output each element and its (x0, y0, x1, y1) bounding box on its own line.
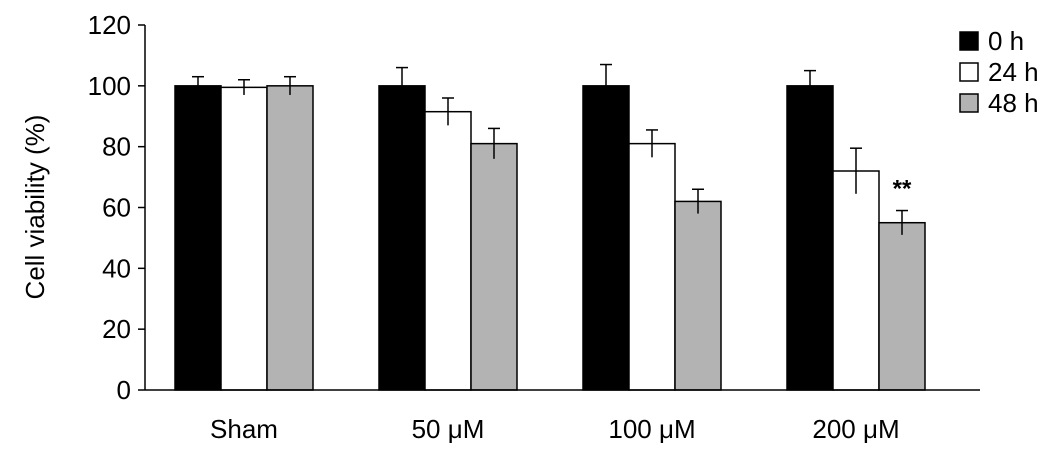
y-tick-label-60: 60 (102, 193, 131, 223)
legend-label-48-h: 48 h (988, 88, 1039, 118)
axes-layer: 0 20 40 60 80 100 120 Sham 50 μM 100 μM 200 μM (88, 10, 980, 444)
y-axis-title: Cell viability (%) (20, 115, 50, 300)
bar-50-m-48-h (470, 142, 518, 391)
bar-sham-0-h (174, 85, 222, 391)
bars-layer: ** (174, 63, 926, 391)
x-category-label-200-m: 200 μM (812, 414, 899, 444)
bar-sham-48-h (266, 85, 314, 391)
legend-label-24-h: 24 h (988, 57, 1039, 87)
y-tick-label-100: 100 (88, 71, 131, 101)
bar-200-m-0-h (786, 85, 834, 391)
legend-label-0-h: 0 h (988, 26, 1024, 56)
x-category-label-sham: Sham (210, 414, 278, 444)
legend: 0 h24 h48 h (959, 26, 1039, 118)
bar-200-m-24-h (832, 170, 880, 391)
x-category-label-50-m: 50 μM (412, 414, 485, 444)
legend-swatch-48-h (959, 93, 979, 113)
bar-sham-24-h (220, 86, 268, 391)
bar-100-m-0-h (582, 85, 630, 391)
y-tick-label-20: 20 (102, 314, 131, 344)
y-tick-label-40: 40 (102, 253, 131, 283)
bar-100-m-24-h (628, 142, 676, 391)
x-category-label-100-m: 100 μM (608, 414, 695, 444)
legend-swatch-0-h (959, 31, 979, 51)
y-tick-label-80: 80 (102, 132, 131, 162)
bar-100-m-48-h (674, 200, 722, 391)
bar-50-m-0-h (378, 85, 426, 391)
significance-label: ** (893, 176, 912, 203)
bar-50-m-24-h (424, 110, 472, 391)
bar-200-m-48-h (878, 221, 926, 391)
legend-swatch-24-h (959, 62, 979, 82)
y-tick-label-120: 120 (88, 10, 131, 40)
y-tick-label-0: 0 (117, 375, 131, 405)
